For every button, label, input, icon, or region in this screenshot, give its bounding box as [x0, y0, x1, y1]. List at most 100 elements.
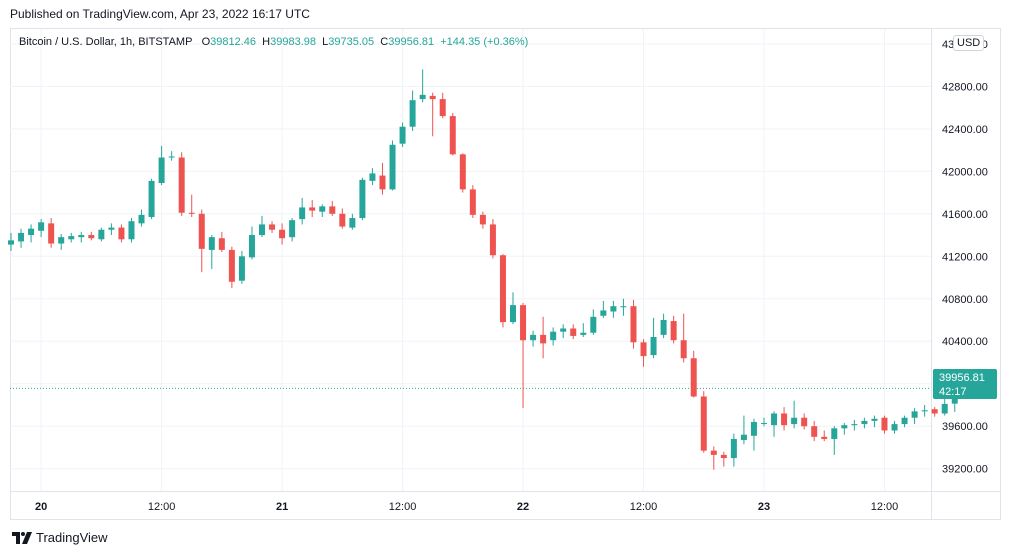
candle: [78, 231, 85, 243]
candle-body: [851, 424, 858, 426]
candle-body: [319, 206, 326, 212]
candle-body: [98, 229, 105, 240]
candles: [8, 69, 958, 470]
candle: [921, 404, 928, 417]
candle: [218, 231, 225, 253]
candle-body: [28, 228, 35, 236]
candle: [560, 324, 567, 339]
candle-body: [58, 237, 65, 244]
candle: [349, 213, 356, 230]
candle-body: [921, 410, 928, 412]
candle-body: [259, 224, 265, 236]
candle-body: [911, 411, 918, 418]
candle-body: [861, 420, 868, 425]
candle-body: [530, 334, 537, 341]
legend-close-label: C: [380, 36, 389, 48]
candle: [761, 417, 767, 427]
candle-body: [198, 213, 205, 249]
candle: [289, 218, 296, 242]
candle: [148, 178, 155, 220]
candle: [650, 317, 657, 359]
tradingview-brand[interactable]: TradingView: [12, 530, 108, 545]
time-tick-label: 22: [517, 501, 529, 513]
candle-body: [38, 222, 45, 231]
candle: [259, 215, 265, 238]
candle: [510, 292, 516, 325]
candle: [88, 231, 95, 241]
candle-body: [228, 249, 235, 282]
candle: [720, 451, 727, 467]
candle-body: [771, 413, 778, 426]
last-price-label: 39956.81 42:17: [933, 369, 997, 399]
candle-body: [289, 220, 296, 238]
candle-body: [821, 436, 828, 439]
price-tick-label: 40800.00: [942, 294, 988, 306]
candle-body: [560, 328, 567, 332]
axis-separators: [10, 29, 1001, 520]
candle: [931, 407, 938, 417]
candle-body: [188, 212, 195, 214]
candle: [610, 300, 617, 318]
candle: [861, 417, 868, 429]
candle-body: [580, 332, 587, 335]
candle: [178, 152, 185, 216]
candle: [439, 92, 446, 119]
candle: [8, 232, 14, 251]
candle-body: [610, 306, 617, 312]
currency-button[interactable]: USD: [953, 35, 985, 51]
time-tick-label: 12:00: [871, 501, 899, 513]
candle-body: [208, 237, 215, 250]
candle: [279, 223, 286, 245]
candle-body: [831, 428, 838, 439]
candle-body: [168, 156, 175, 158]
legend-high-value: 39983.98: [270, 36, 316, 48]
candle: [319, 204, 326, 217]
candle: [730, 433, 737, 467]
candle: [781, 407, 788, 431]
candle-body: [178, 157, 185, 213]
candle: [399, 122, 406, 147]
candle: [550, 327, 557, 346]
candle-body: [439, 99, 446, 117]
candle: [670, 315, 677, 344]
candle-body: [941, 403, 948, 414]
candle-body: [389, 144, 396, 190]
candle: [911, 408, 918, 425]
candle: [489, 219, 496, 259]
candle-body: [931, 409, 938, 414]
candle-body: [811, 426, 818, 437]
candle: [801, 413, 808, 430]
candle: [299, 197, 306, 225]
legend-open-label: O: [201, 36, 211, 48]
candle-body: [128, 221, 135, 240]
candle-body: [841, 425, 848, 429]
candle: [740, 415, 747, 445]
candle-body: [218, 238, 225, 250]
price-tick-label: 42800.00: [942, 81, 988, 93]
candle: [540, 316, 547, 359]
candle: [841, 423, 848, 435]
candle-body: [650, 337, 657, 356]
candle-body: [248, 235, 255, 258]
legend-low-value: 39735.05: [328, 36, 375, 48]
candle-body: [540, 334, 547, 344]
candle: [479, 211, 486, 229]
candle-body: [690, 358, 697, 397]
candle: [851, 419, 858, 431]
candle: [941, 396, 948, 416]
price-tick-label: 39600.00: [942, 421, 988, 433]
candle: [248, 226, 255, 260]
candle-body: [269, 224, 276, 230]
candle: [138, 209, 145, 227]
candle-body: [670, 321, 677, 341]
candle: [329, 201, 336, 216]
candle-body: [359, 179, 366, 219]
candle: [68, 232, 75, 243]
candle: [881, 415, 888, 434]
candle-body: [901, 417, 908, 425]
candle: [449, 112, 456, 156]
candle: [429, 92, 436, 137]
candle-body: [499, 255, 506, 323]
candle: [871, 415, 878, 428]
